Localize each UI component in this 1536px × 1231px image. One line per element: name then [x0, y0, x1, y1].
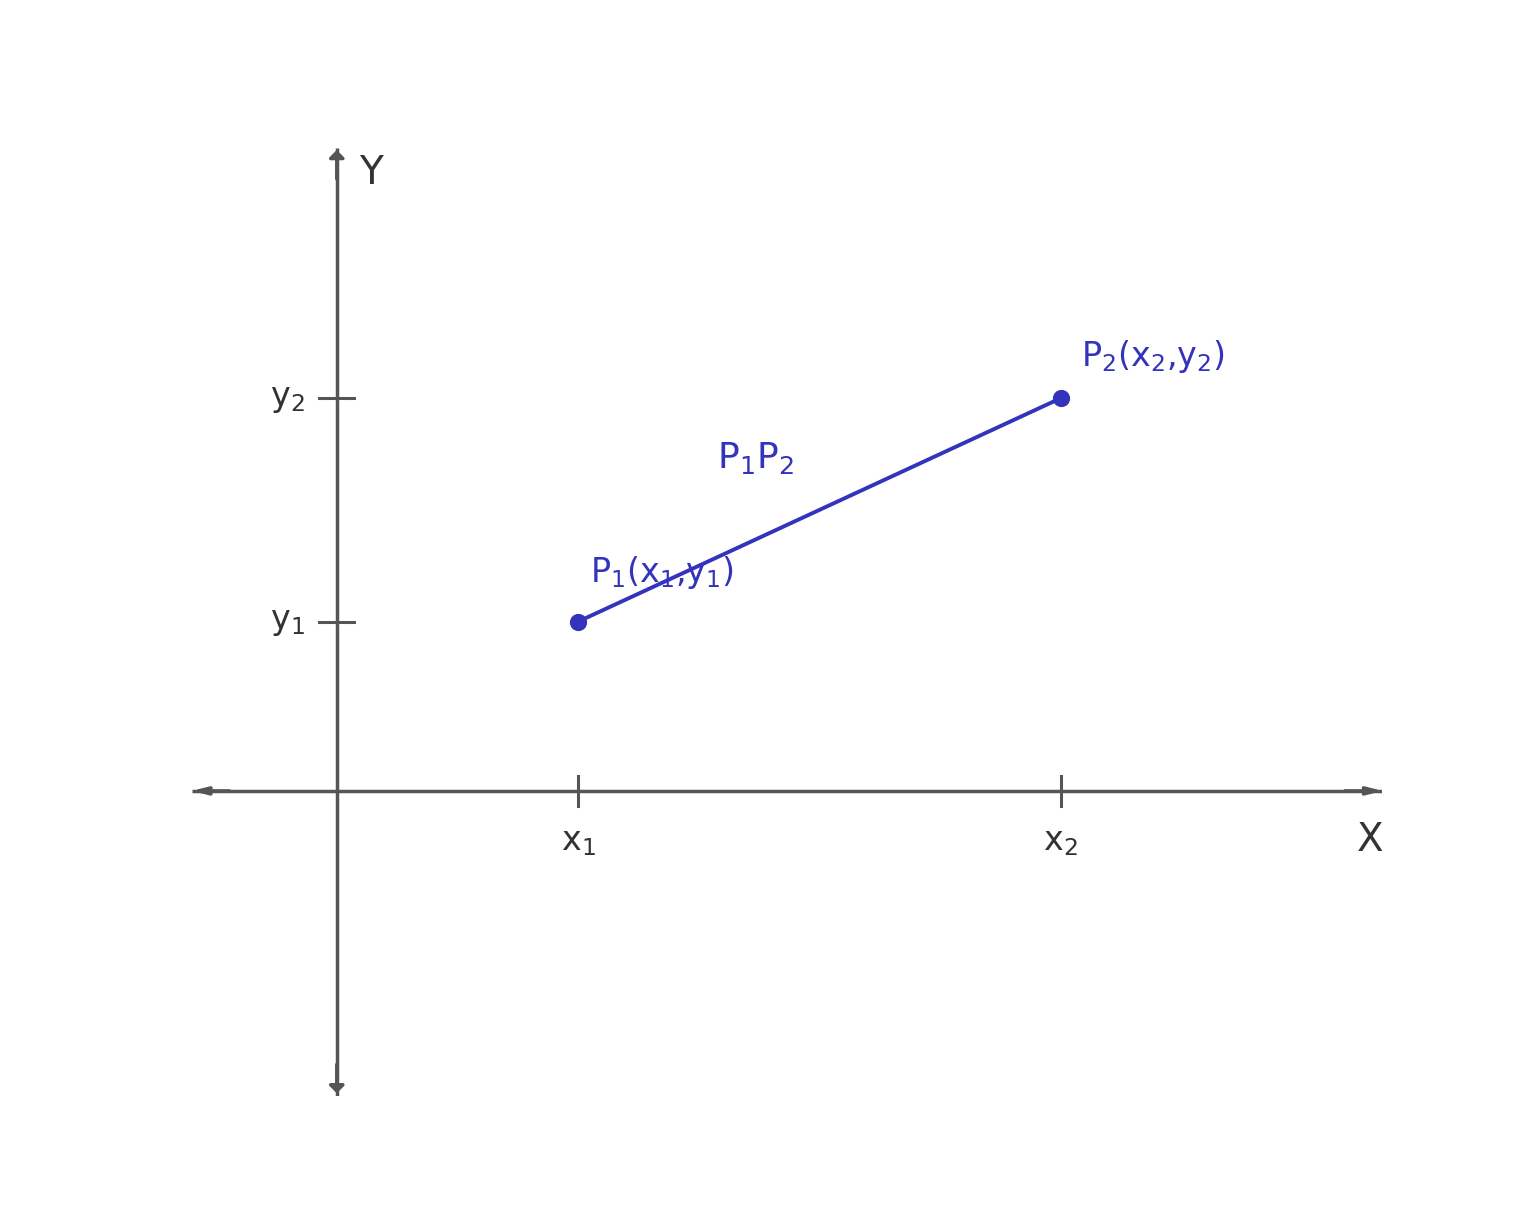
Text: P$_1$P$_2$: P$_1$P$_2$	[716, 441, 794, 476]
Text: X: X	[1356, 821, 1384, 859]
Text: P$_2$(x$_2$,y$_2$): P$_2$(x$_2$,y$_2$)	[1081, 337, 1224, 374]
Point	[1049, 389, 1074, 409]
Text: x$_2$: x$_2$	[1043, 825, 1078, 858]
Text: Y: Y	[359, 154, 382, 192]
Point	[565, 612, 590, 632]
Text: y$_1$: y$_1$	[270, 606, 304, 638]
Text: y$_2$: y$_2$	[270, 382, 304, 415]
Text: P$_1$(x$_1$,y$_1$): P$_1$(x$_1$,y$_1$)	[590, 554, 734, 591]
Text: x$_1$: x$_1$	[561, 825, 596, 858]
